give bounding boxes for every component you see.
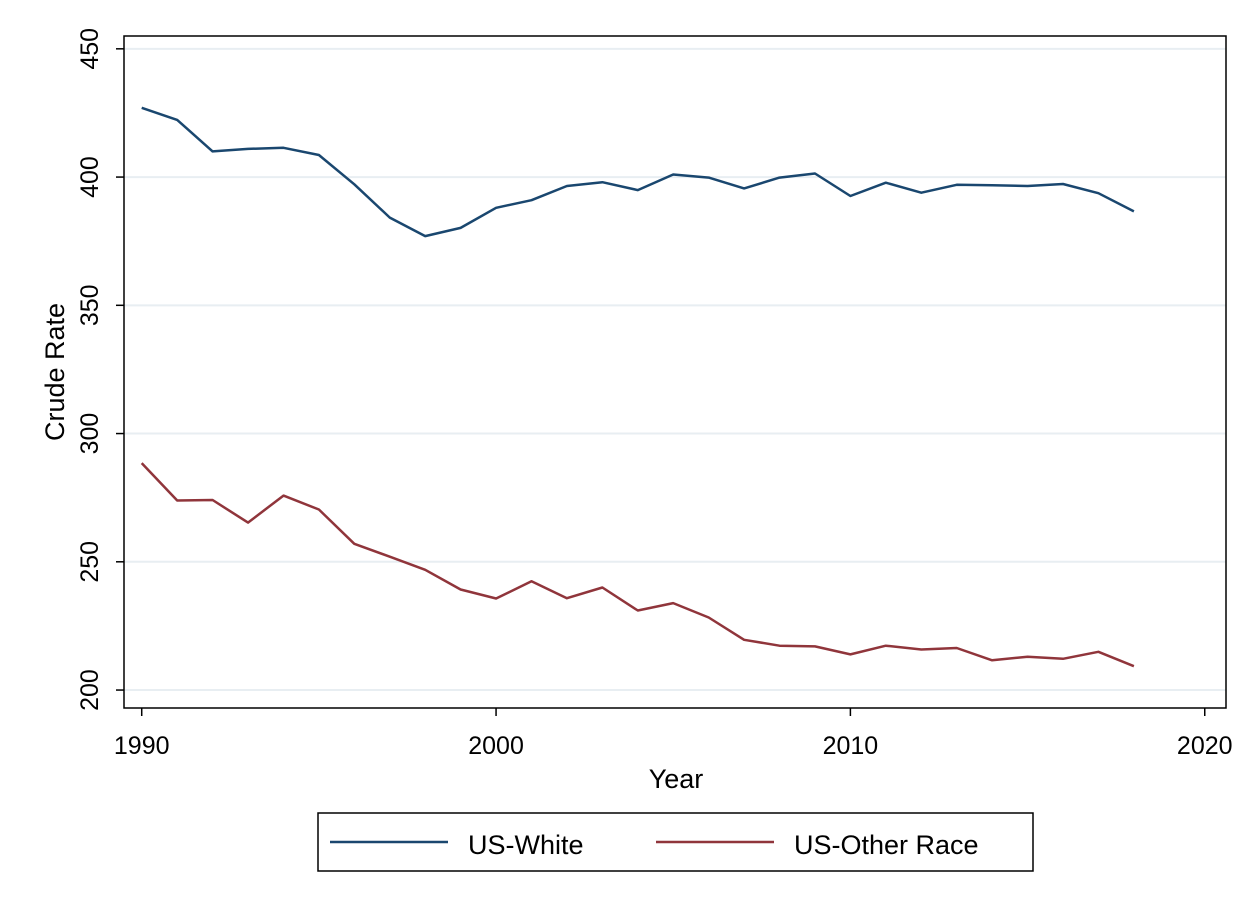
y-tick-label: 300 xyxy=(76,413,104,455)
y-tick-label: 350 xyxy=(76,284,104,326)
y-tick-label: 450 xyxy=(76,28,104,70)
series-line-us-white xyxy=(141,106,1135,238)
x-tick-label: 1990 xyxy=(114,732,170,760)
x-tick-label: 2000 xyxy=(468,732,524,760)
x-tick-label: 2020 xyxy=(1177,732,1233,760)
legend: US-White US-Other Race xyxy=(317,812,1034,872)
x-tick-label: 2010 xyxy=(823,732,879,760)
y-tick-label: 200 xyxy=(76,669,104,711)
y-tick-label: 400 xyxy=(76,156,104,198)
plot-frame xyxy=(123,35,1227,709)
legend-label-us-white: US-White xyxy=(468,830,584,860)
y-axis: 200 250 300 350 400 450 xyxy=(76,28,124,711)
x-axis: 1990 2000 2010 2020 xyxy=(114,708,1233,760)
x-axis-title: Year xyxy=(649,764,704,794)
gridlines xyxy=(124,47,1226,692)
y-axis-title: Crude Rate xyxy=(40,303,70,441)
y-tick-label: 250 xyxy=(76,541,104,583)
legend-label-us-other-race: US-Other Race xyxy=(794,830,979,860)
series-line-us-other-race xyxy=(140,462,1135,668)
series-layer xyxy=(140,106,1135,668)
